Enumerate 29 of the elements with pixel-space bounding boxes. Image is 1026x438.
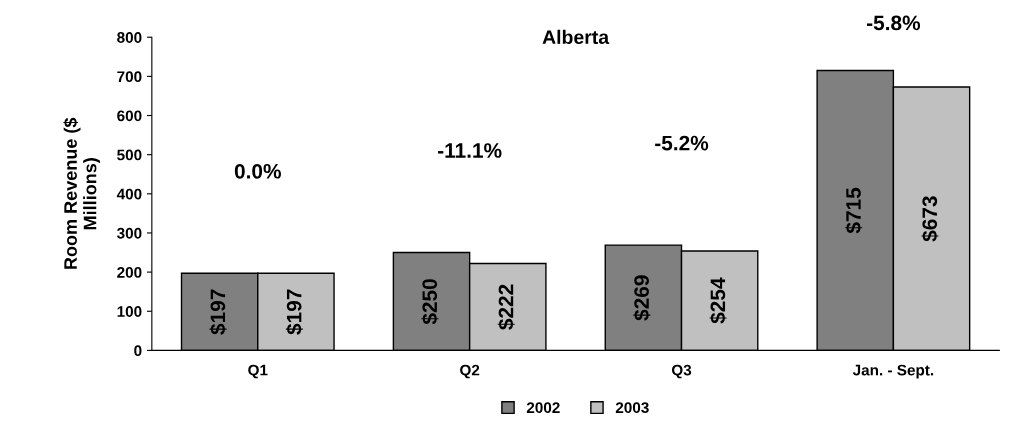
y-tick-label: 200: [117, 266, 142, 278]
y-axis-title: Room Revenue ($ Millions): [63, 117, 100, 269]
y-tick-label: 100: [117, 306, 142, 317]
y-tick-label: 500: [117, 149, 142, 161]
annotation: 0.0%: [234, 163, 281, 179]
data-label: $197: [209, 289, 227, 335]
y-tick-label: 300: [116, 227, 142, 239]
x-tick-label: Jan. - Sept.: [852, 364, 934, 379]
y-tick-label: 700: [117, 71, 142, 83]
y-tick-label: 600: [117, 110, 142, 122]
x-tick-label: Q1: [248, 364, 268, 379]
x-tick-label: Q2: [460, 364, 480, 379]
data-label: $715: [845, 187, 863, 234]
x-tick-label: Q3: [671, 364, 692, 379]
data-label: $250: [421, 279, 439, 325]
data-label: $269: [633, 275, 651, 321]
y-tick-label: 800: [117, 32, 142, 43]
data-label: $197: [285, 289, 303, 335]
annotation: -11.1%: [438, 143, 502, 158]
data-label: $254: [709, 277, 727, 324]
data-label: $673: [921, 196, 939, 242]
y-tick-label: 0: [134, 345, 142, 357]
annotation: -5.2%: [655, 135, 709, 151]
y-tick-label: 400: [116, 188, 142, 200]
legend-label: 2002: [526, 402, 560, 414]
text: -5.8%: [866, 15, 921, 31]
legend-label: 2003: [615, 402, 649, 414]
data-label: $222: [497, 284, 515, 330]
chart-title: Alberta: [542, 29, 610, 45]
